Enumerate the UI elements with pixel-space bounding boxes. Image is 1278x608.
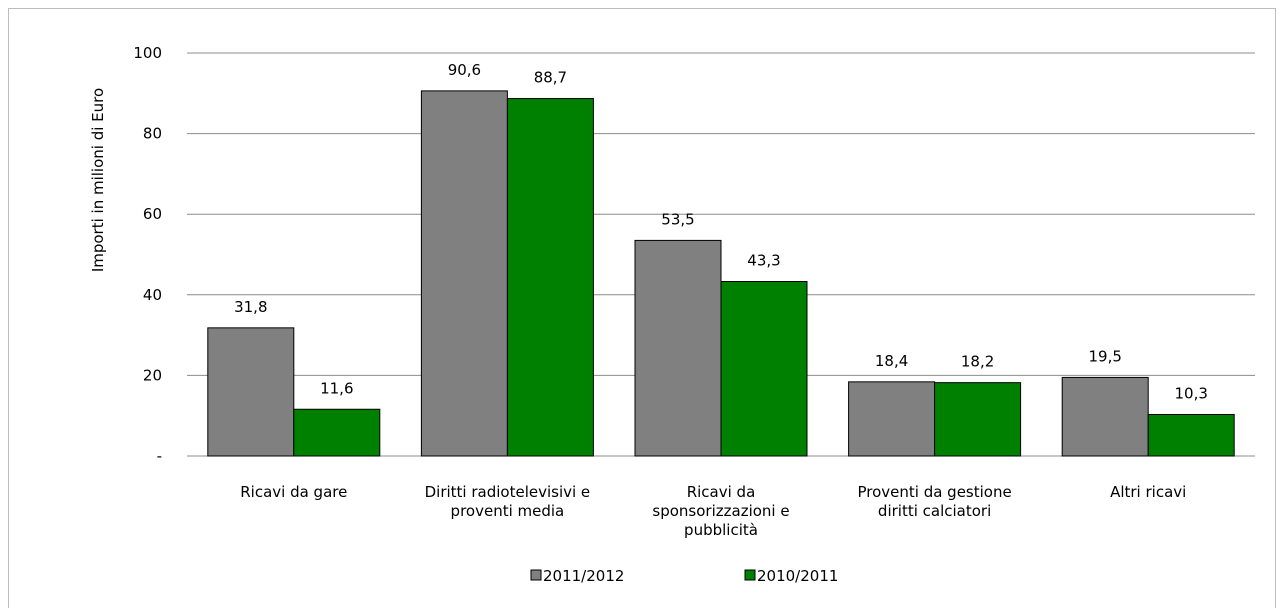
y-tick-label: 20 — [143, 366, 162, 384]
bar — [848, 381, 936, 457]
x-tick-label: diritti calciatori — [878, 502, 991, 520]
x-tick-label: pubblicità — [684, 521, 758, 539]
x-tick-label: Ricavi da — [687, 483, 756, 501]
data-label: 43,3 — [747, 252, 780, 270]
data-label: 88,7 — [534, 69, 567, 87]
legend-label: 2010/2011 — [757, 567, 838, 585]
bar — [1061, 376, 1149, 457]
bar — [634, 239, 722, 457]
data-label: 18,4 — [875, 352, 908, 370]
y-axis-label: Importi in milioni di Euro — [89, 88, 107, 272]
bar — [293, 408, 381, 457]
y-tick-label: 60 — [143, 205, 162, 223]
data-label: 11,6 — [320, 379, 353, 397]
data-label: 19,5 — [1088, 347, 1121, 365]
bar — [207, 327, 295, 457]
y-tick-label: - — [157, 447, 162, 465]
x-tick-label: Ricavi da gare — [240, 483, 347, 501]
legend-swatch — [530, 569, 542, 581]
bar — [506, 98, 594, 457]
legend-label: 2011/2012 — [543, 567, 624, 585]
y-tick-label: 100 — [133, 44, 162, 62]
data-label: 18,2 — [961, 353, 994, 371]
x-tick-label: Diritti radiotelevisivi e — [425, 483, 591, 501]
y-tick-label: 40 — [143, 286, 162, 304]
data-label: 10,3 — [1174, 384, 1207, 402]
y-tick-label: 80 — [143, 125, 162, 143]
x-tick-label: Altri ricavi — [1110, 483, 1186, 501]
x-tick-label: proventi media — [451, 502, 565, 520]
x-tick-label: Proventi da gestione — [857, 483, 1011, 501]
legend-swatch — [744, 569, 756, 581]
bar — [420, 90, 508, 457]
bar — [720, 281, 808, 457]
data-label: 31,8 — [234, 298, 267, 316]
x-tick-label: sponsorizzazioni e — [652, 502, 789, 520]
bar — [934, 382, 1022, 457]
data-label: 90,6 — [448, 61, 481, 79]
data-label: 53,5 — [661, 210, 694, 228]
bar — [1147, 413, 1235, 457]
